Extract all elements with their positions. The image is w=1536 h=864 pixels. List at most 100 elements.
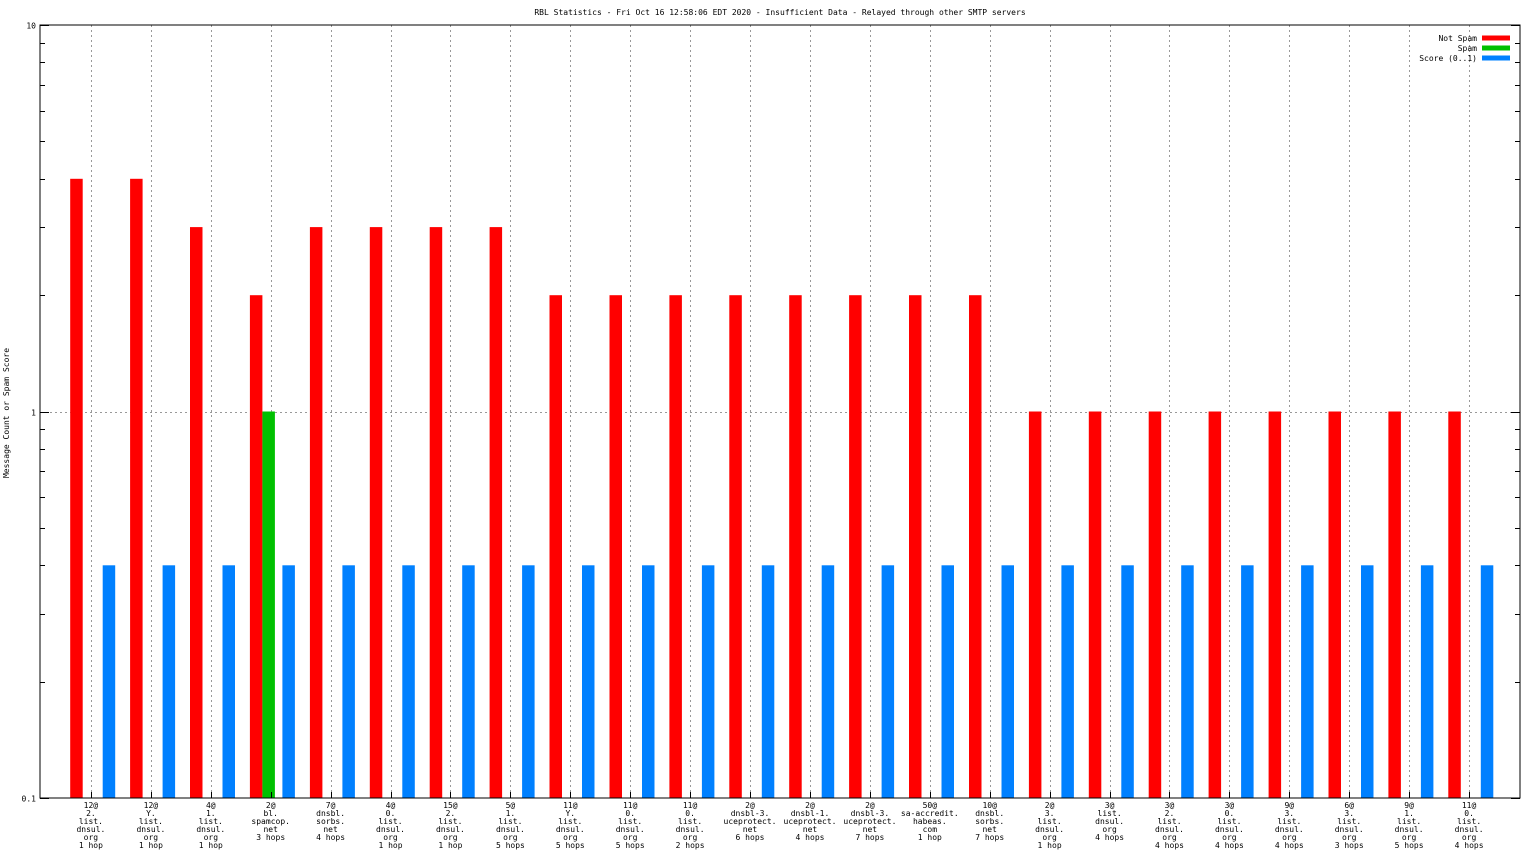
x-tick-label-line: dnsul.	[1035, 825, 1064, 834]
x-tick-label-line: 3 hops	[256, 833, 285, 842]
x-tick-label-line: net	[323, 825, 338, 834]
x-tick-label-line: 15@	[443, 801, 458, 810]
x-tick-label-line: 2@	[266, 801, 276, 810]
x-tick-label-line: dnsul.	[196, 825, 225, 834]
x-tick-label-line: 4 hops	[1275, 841, 1304, 850]
legend-swatch	[1482, 55, 1510, 61]
x-tick-label-line: sorbs.	[316, 817, 345, 826]
x-tick-label-line: 1 hop	[918, 833, 942, 842]
x-tick-label-line: org	[204, 833, 219, 842]
x-tick-label-line: 2@	[805, 801, 815, 810]
x-tick-label: 4@ 1. list. dnsul. org 1 hop	[196, 801, 225, 850]
legend-swatch	[1482, 35, 1510, 41]
x-tick-label-line: dnsbl.	[316, 809, 345, 818]
x-tick-label-line: org	[1342, 833, 1357, 842]
bar-not-spam	[1208, 411, 1222, 798]
x-tick-label-line: 7@	[326, 801, 336, 810]
bar-not-spam	[969, 295, 982, 798]
bar-not-spam	[1268, 411, 1282, 798]
x-tick-label-line: list.	[1397, 817, 1421, 826]
x-tick-label-line: habeas.	[913, 817, 947, 826]
x-tick-label-line: 3.	[1045, 809, 1055, 818]
x-tick-label-line: 3 hops	[1335, 841, 1364, 850]
x-tick-label-line: 2@	[745, 801, 755, 810]
x-tick-label-line: 4 hops	[1455, 841, 1484, 850]
bar-not-spam	[1448, 411, 1461, 798]
x-tick-label-line: list.	[139, 817, 163, 826]
x-tick-label: 2@ bl. spamcop. net 3 hops	[251, 801, 290, 842]
x-tick-label-line: 6 hops	[736, 833, 765, 842]
x-tick-label-line: org	[563, 833, 578, 842]
x-tick-label-line: org	[144, 833, 159, 842]
x-tick-label-line: dnsul.	[76, 825, 105, 834]
x-tick-label-line: list.	[1217, 817, 1241, 826]
x-tick-label-line: bl.	[263, 809, 277, 818]
x-tick-label-line: dnsbl-3.	[731, 809, 770, 818]
x-tick-label-line: 0.	[1225, 809, 1235, 818]
bar-score-0-1	[1241, 565, 1254, 798]
x-tick-label-line: uceprotect.	[784, 817, 837, 826]
bar-score-0-1	[1001, 565, 1014, 798]
bar-not-spam	[489, 227, 503, 799]
x-tick-label-line: list.	[378, 817, 402, 826]
x-tick-label-line: 3.	[1344, 809, 1354, 818]
bar-score-0-1	[102, 565, 116, 798]
bar-score-0-1	[162, 565, 176, 798]
x-tick-label-line: 9@	[1404, 801, 1414, 810]
bar-score-0-1	[342, 565, 355, 798]
x-tick-label-line: 4 hops	[1095, 833, 1124, 842]
plot-frame	[39, 24, 1521, 799]
chart-title: RBL Statistics - Fri Oct 16 12:58:06 EDT…	[534, 8, 1025, 17]
x-tick-label-line: 7 hops	[855, 833, 884, 842]
bar-score-0-1	[1301, 565, 1314, 798]
x-tick-label-line: 0.	[386, 809, 396, 818]
bar-not-spam	[1028, 411, 1042, 798]
x-tick-label-line: list.	[618, 817, 642, 826]
x-tick-label-line: dnsul.	[556, 825, 585, 834]
x-tick-label-line: dnsul.	[436, 825, 465, 834]
x-tick-label-line: dnsul.	[376, 825, 405, 834]
bar-score-0-1	[1061, 565, 1074, 798]
x-tick-label-line: 0.	[625, 809, 635, 818]
x-tick-label-line: 5 hops	[616, 841, 645, 850]
x-tick-label-line: list.	[1337, 817, 1361, 826]
x-tick-label-line: 3@	[1165, 801, 1175, 810]
x-tick-label: 2@ dnsbl-1. uceprotect. net 4 hops	[784, 801, 837, 842]
bar-not-spam	[1388, 411, 1401, 798]
x-tick-label-line: spamcop.	[251, 817, 290, 826]
x-tick-label-line: 12@	[144, 801, 159, 810]
x-tick-label-line: Y.	[565, 809, 575, 818]
x-tick-label-line: sorbs.	[975, 817, 1004, 826]
x-tick-label-line: 0.	[685, 809, 695, 818]
x-tick-label-line: 5@	[506, 801, 516, 810]
x-tick-label-line: dnsul.	[1215, 825, 1244, 834]
x-tick-label-line: dnsul.	[676, 825, 705, 834]
x-tick-label-line: 0.	[1464, 809, 1474, 818]
bar-not-spam	[130, 178, 143, 799]
x-tick-label-line: 1 hop	[378, 841, 402, 850]
y-tick-label: 10	[26, 22, 36, 31]
x-tick-label-line: 1.	[1404, 809, 1414, 818]
x-tick-label-line: net	[982, 825, 997, 834]
x-tick-label: 11@ 0. list. dnsul. org 5 hops	[616, 801, 645, 850]
x-tick-label-line: com	[923, 825, 938, 834]
x-tick-label-line: 1.	[206, 809, 216, 818]
x-tick-label: 11@ 0. list. dnsul. org 2 hops	[676, 801, 705, 850]
bar-score-0-1	[1181, 565, 1194, 798]
x-tick-label-line: 2@	[1045, 801, 1055, 810]
x-tick-label: 3@ 2. list. dnsul. org 4 hops	[1155, 801, 1184, 850]
x-tick-label-line: 4 hops	[796, 833, 825, 842]
x-tick-label-line: list.	[1277, 817, 1301, 826]
y-tick-label: 1	[31, 409, 36, 418]
y-axis-label: Message Count or Spam Score	[2, 348, 11, 478]
x-tick-label-line: list.	[678, 817, 702, 826]
bar-score-0-1	[1420, 565, 1434, 798]
x-tick-label-line: list.	[498, 817, 522, 826]
x-tick-label: 2@ dnsbl-3. uceprotect. net 6 hops	[724, 801, 777, 842]
x-tick-label-line: org	[1402, 833, 1417, 842]
bar-score-0-1	[402, 565, 415, 798]
x-tick-label-line: 5 hops	[1395, 841, 1424, 850]
x-tick-label-line: org	[443, 833, 458, 842]
x-tick-label-line: 1 hop	[139, 841, 163, 850]
